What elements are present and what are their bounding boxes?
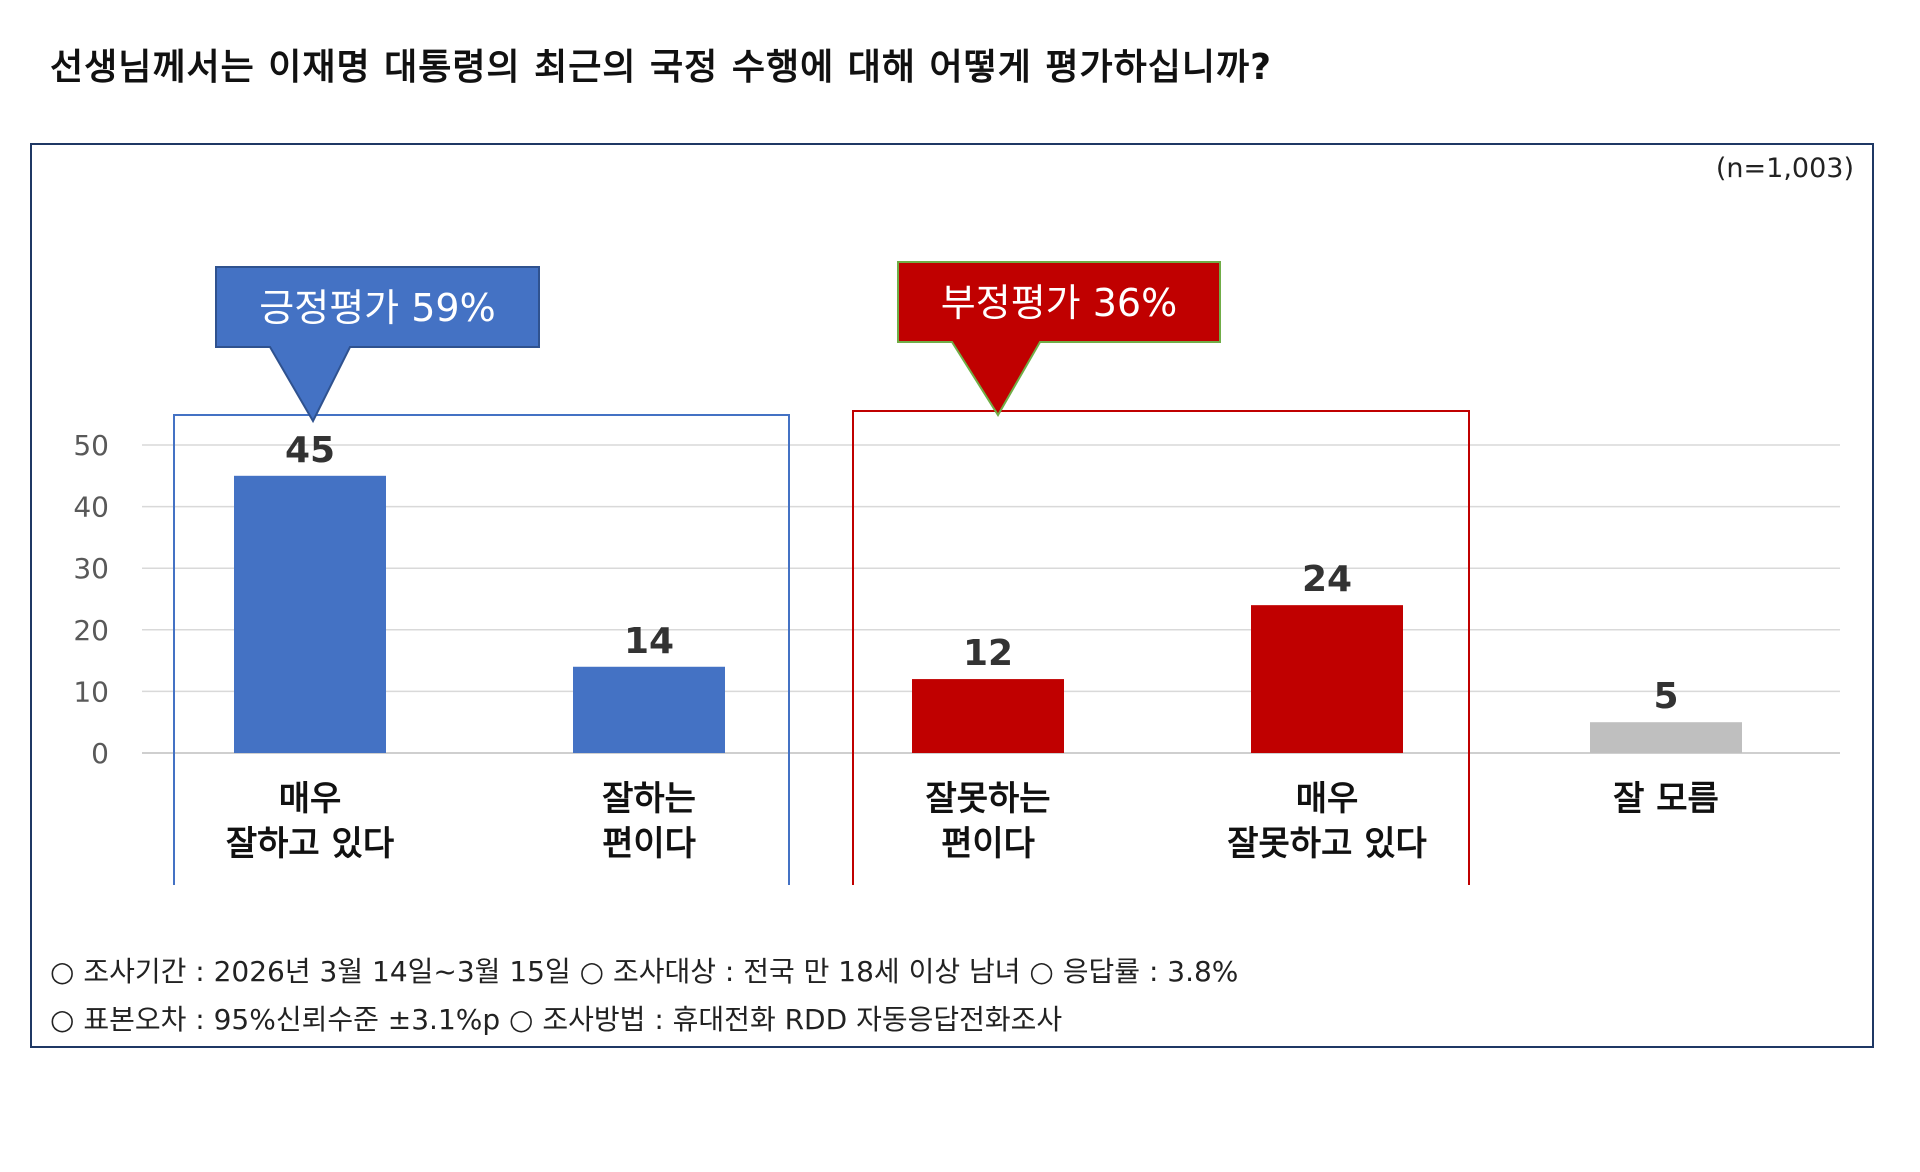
negative-callout-label: 부정평가 36%: [941, 281, 1177, 325]
positive-callout-label: 긍정평가 59%: [259, 286, 495, 330]
category-label: 잘 모름: [1613, 779, 1719, 819]
category-label: 잘하는: [602, 779, 696, 819]
bar: [912, 679, 1064, 753]
y-tick-label: 10: [73, 675, 109, 708]
question-title: 선생님께서는 이재명 대통령의 최근의 국정 수행에 대해 어떻게 평가하십니까…: [50, 47, 1272, 88]
y-tick-label: 20: [73, 614, 109, 647]
methodology-line-2: ○ 표본오차 : 95%신뢰수준 ±3.1%p ○ 조사방법 : 휴대전화 RD…: [50, 1003, 1063, 1036]
category-label: 매우: [279, 779, 342, 819]
y-tick-label: 40: [73, 491, 109, 524]
negative-callout-shape: [897, 261, 1221, 417]
bar: [573, 666, 725, 753]
category-label: 잘못하는: [925, 779, 1050, 819]
category-label: 잘하고 있다: [226, 824, 394, 864]
data-label: 12: [963, 633, 1013, 674]
y-tick-label: 30: [73, 552, 109, 585]
data-label: 45: [285, 430, 335, 471]
bar: [234, 475, 386, 753]
data-label: 14: [624, 621, 674, 662]
negative-group-box: [852, 410, 1470, 885]
category-label: 편이다: [602, 824, 696, 864]
positive-callout-shape: [215, 266, 540, 424]
category-label: 잘못하고 있다: [1227, 824, 1427, 864]
bar: [1590, 722, 1742, 753]
y-tick-label: 0: [91, 737, 109, 770]
category-label: 매우: [1296, 779, 1359, 819]
category-label: 편이다: [941, 824, 1035, 864]
sample-size: (n=1,003): [1715, 153, 1854, 184]
y-tick-label: 50: [73, 429, 109, 462]
bar: [1251, 605, 1403, 753]
data-label: 5: [1653, 676, 1678, 717]
positive-group-box: [173, 414, 790, 885]
methodology-line-1: ○ 조사기간 : 2026년 3월 14일~3월 15일 ○ 조사대상 : 전국…: [50, 955, 1239, 988]
data-label: 24: [1302, 559, 1352, 600]
